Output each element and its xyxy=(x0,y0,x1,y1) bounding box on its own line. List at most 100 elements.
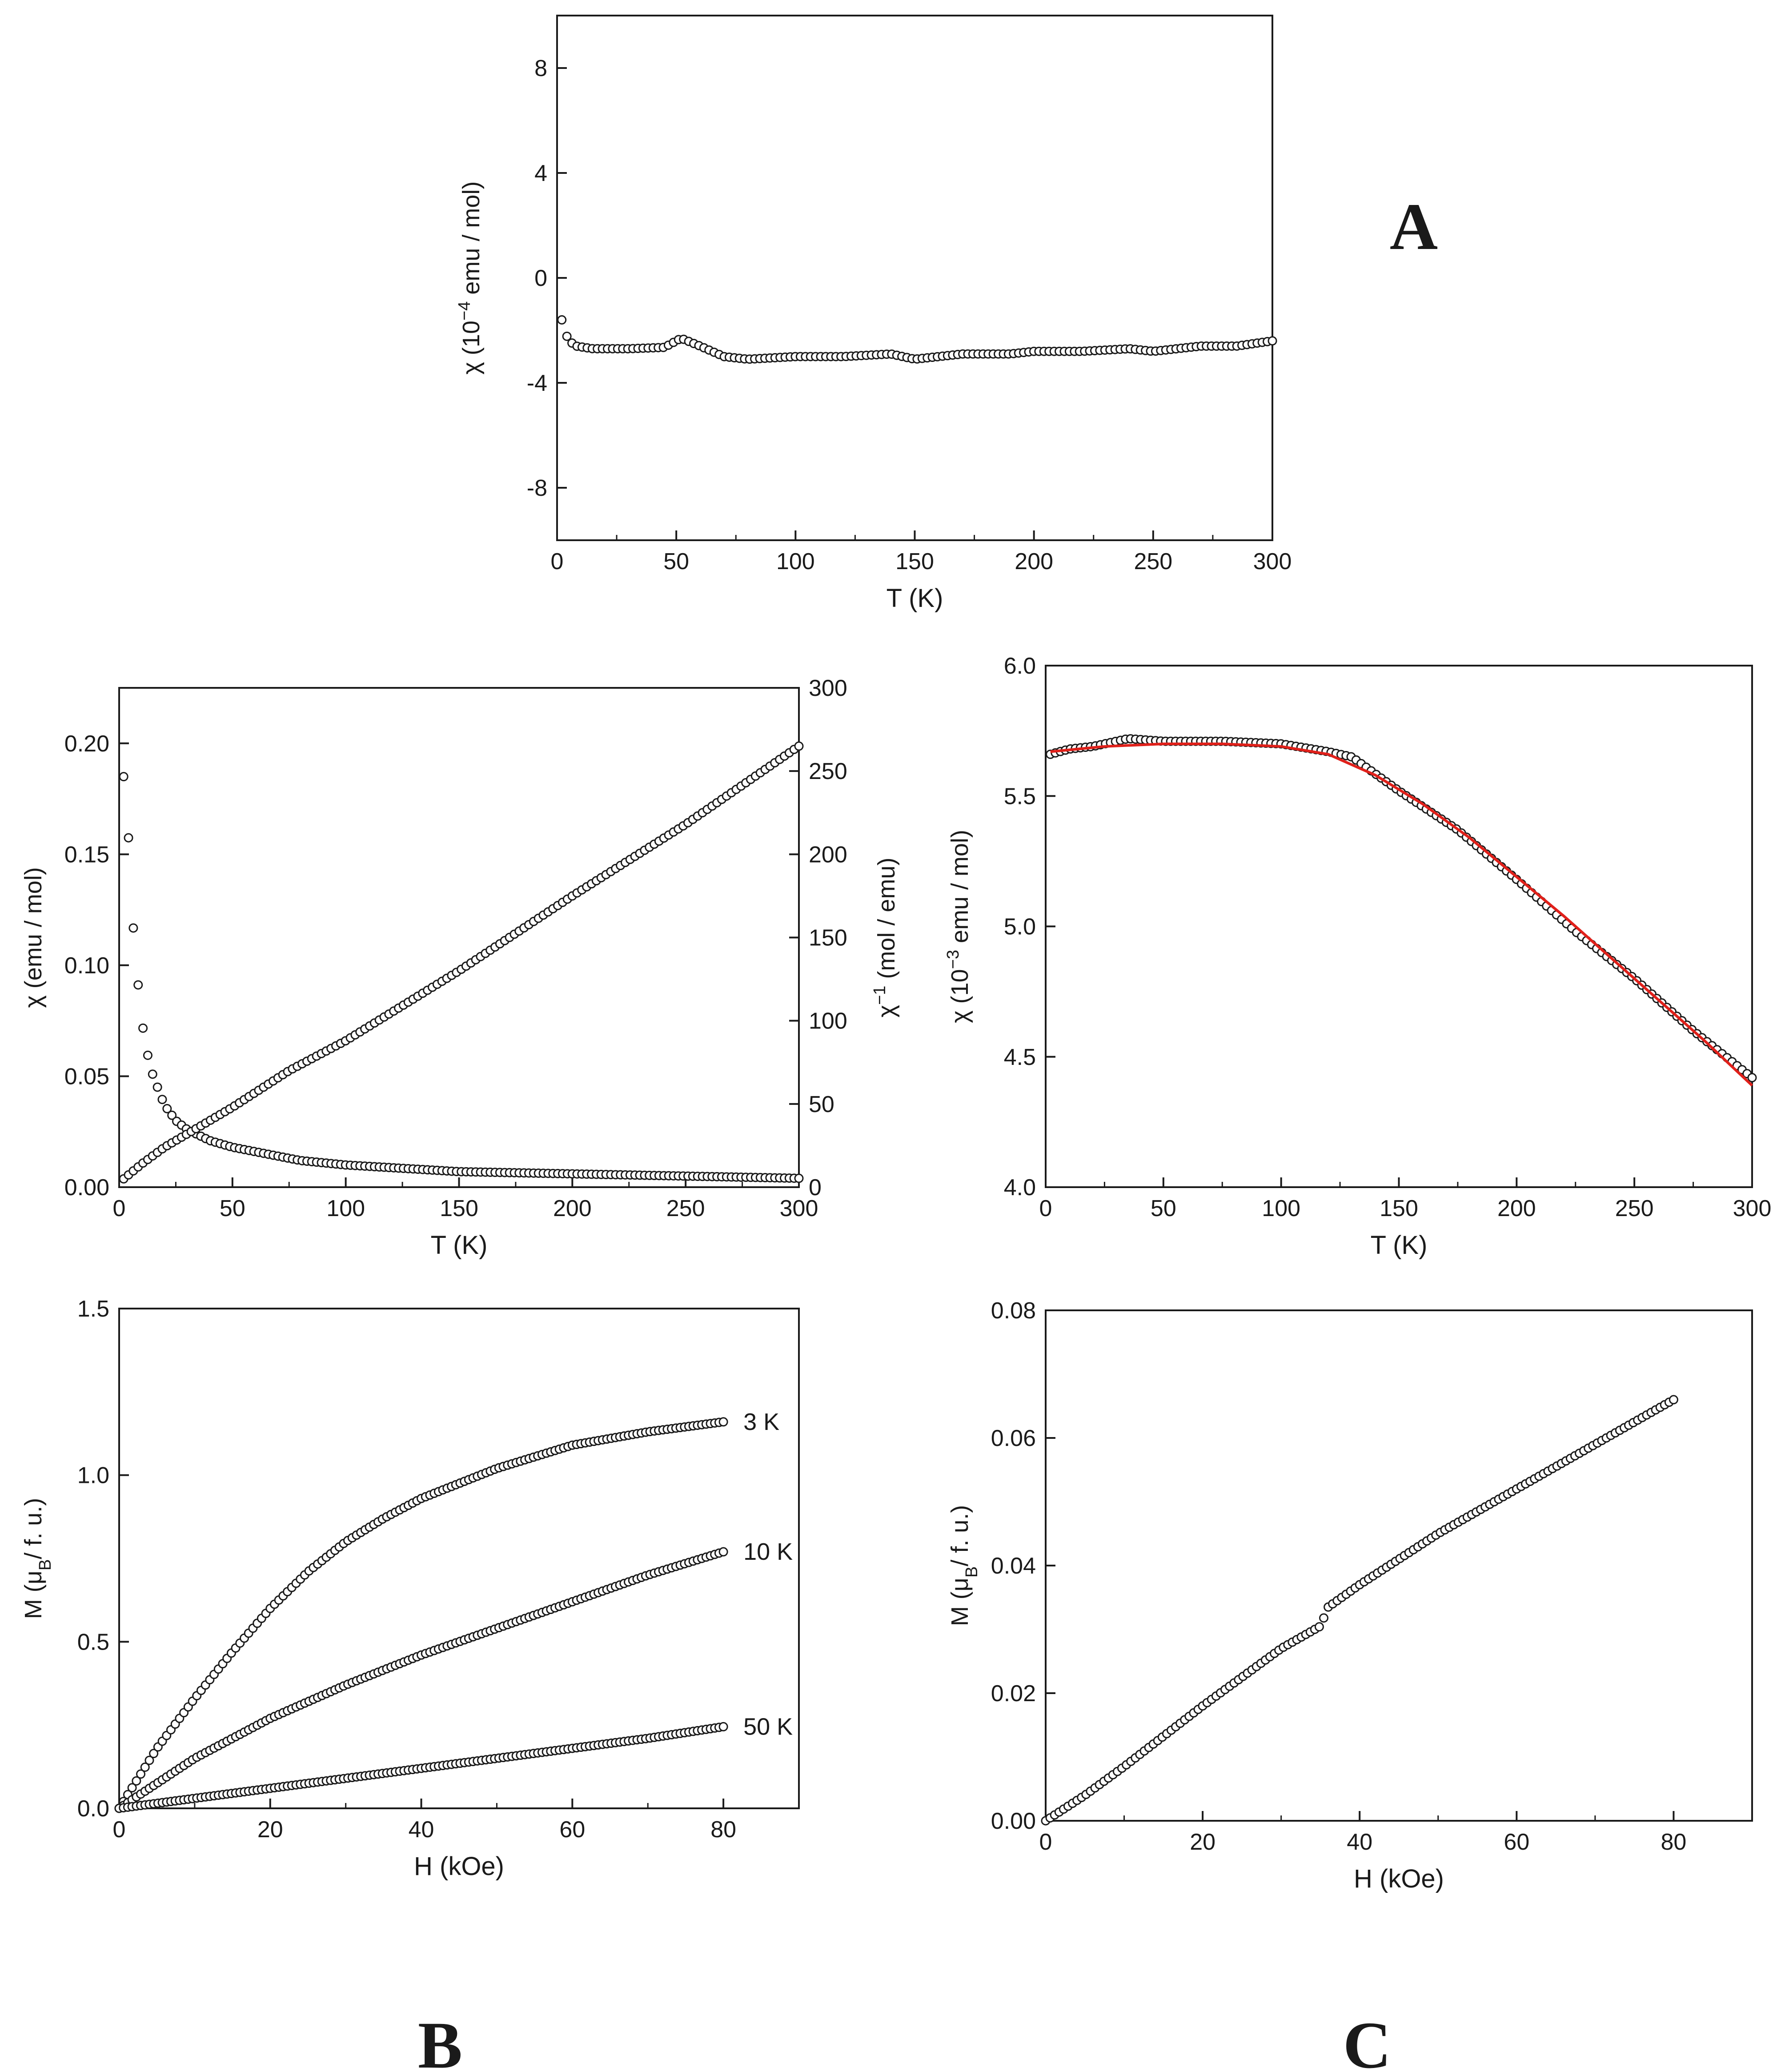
y-right-tick-label: 200 xyxy=(809,842,847,867)
x-tick-label: 40 xyxy=(409,1817,434,1843)
data-point xyxy=(1319,1613,1329,1623)
data-point xyxy=(149,1749,159,1759)
data-point xyxy=(1268,336,1277,346)
data-point xyxy=(138,1023,148,1033)
data-point xyxy=(794,1173,804,1183)
data-point xyxy=(157,1095,167,1104)
series-50-k: 50 K xyxy=(114,1713,793,1813)
y-tick-label: 0 xyxy=(534,265,547,291)
series-m xyxy=(1041,1395,1678,1826)
panel-label-b: B xyxy=(418,2008,462,2072)
x-axis-label: H (kOe) xyxy=(1354,1864,1444,1893)
data-point xyxy=(127,1783,137,1793)
y-right-tick-label: 50 xyxy=(809,1092,834,1117)
plot-frame xyxy=(118,1308,800,1809)
y-tick-label: 4.0 xyxy=(1004,1175,1036,1201)
x-tick-label: 0 xyxy=(551,549,564,574)
x-tick-label: 0 xyxy=(113,1817,126,1843)
y-tick-label: 8 xyxy=(534,56,547,81)
data-point xyxy=(140,1763,150,1772)
data-point xyxy=(136,1769,146,1779)
y-right-axis-label: χ−1 (mol / emu) xyxy=(870,858,900,1018)
x-tick-label: 0 xyxy=(1039,1829,1052,1855)
y-tick-label: 1.5 xyxy=(77,1296,109,1322)
data-point xyxy=(119,772,128,782)
x-axis-label: T (K) xyxy=(886,584,943,613)
x-tick-label: 40 xyxy=(1347,1829,1372,1855)
data-point xyxy=(562,331,572,341)
y-tick-label: 0.08 xyxy=(991,1298,1036,1324)
y-tick-label: -8 xyxy=(527,475,547,501)
y-tick-label: 0.04 xyxy=(991,1553,1036,1579)
chart-b-bottom: 0 20 40 60 80 H (kOe) 0.0 0.5 1.0 1.5 M (μB/ f. u.… xyxy=(20,1296,800,1881)
y-right-tick-label: 300 xyxy=(809,675,847,701)
data-point xyxy=(794,741,804,751)
x-axis-label: T (K) xyxy=(431,1231,488,1260)
x-tick-label: 100 xyxy=(776,549,815,574)
x-tick-label: 300 xyxy=(780,1196,818,1221)
data-point xyxy=(124,833,133,843)
y-tick-label: 0.10 xyxy=(64,953,109,979)
x-tick-label: 20 xyxy=(1190,1829,1215,1855)
y-axis-label: χ (10−4 emu / mol) xyxy=(455,181,485,375)
data-point xyxy=(152,1082,162,1092)
series-chi xyxy=(557,315,1277,364)
y-tick-label: 4.5 xyxy=(1004,1044,1036,1070)
series-label: 3 K xyxy=(743,1409,779,1435)
y-tick-label: 5.0 xyxy=(1004,914,1036,940)
series-10-k: 10 K xyxy=(114,1538,793,1813)
y-tick-label: 0.0 xyxy=(77,1796,109,1822)
y-tick-label: 6.0 xyxy=(1004,653,1036,679)
y-axis-label: χ (emu / mol) xyxy=(20,867,47,1008)
y-tick-label: 0.00 xyxy=(991,1808,1036,1834)
y-tick-label: 0.06 xyxy=(991,1426,1036,1451)
y-axis-label: χ (10−3 emu / mol) xyxy=(944,830,973,1023)
y-tick-label: 0.00 xyxy=(64,1175,109,1201)
data-point xyxy=(1669,1395,1678,1405)
x-tick-label: 50 xyxy=(1151,1196,1176,1221)
y-axis-label: M (μB/ f. u.) xyxy=(20,1498,55,1619)
x-tick-label: 250 xyxy=(1615,1196,1654,1221)
series-fit xyxy=(1050,742,1753,1087)
x-tick-label: 200 xyxy=(553,1196,592,1221)
x-tick-label: 300 xyxy=(1253,549,1292,574)
y-right-tick-label: 100 xyxy=(809,1008,847,1034)
data-point xyxy=(162,1104,172,1113)
x-tick-label: 250 xyxy=(666,1196,705,1221)
data-point xyxy=(557,315,567,325)
x-tick-label: 200 xyxy=(1015,549,1053,574)
fit-line xyxy=(1050,742,1753,1087)
panel-label-c: C xyxy=(1343,2008,1391,2072)
x-tick-label: 50 xyxy=(220,1196,245,1221)
y-tick-label: 0.20 xyxy=(64,731,109,757)
plot-frame xyxy=(556,15,1273,541)
x-tick-label: 60 xyxy=(1504,1829,1529,1855)
data-point xyxy=(148,1069,157,1079)
x-tick-label: 150 xyxy=(1380,1196,1418,1221)
series-chi xyxy=(119,772,804,1183)
series-label: 50 K xyxy=(743,1713,793,1740)
x-axis-label: H (kOe) xyxy=(414,1852,504,1881)
series-3-k: 3 K xyxy=(114,1409,779,1813)
data-point xyxy=(144,1755,154,1765)
y-tick-label: 5.5 xyxy=(1004,783,1036,809)
y-right-tick-label: 150 xyxy=(809,925,847,951)
x-tick-label: 80 xyxy=(1661,1829,1687,1855)
x-tick-label: 150 xyxy=(895,549,934,574)
x-tick-label: 150 xyxy=(440,1196,478,1221)
data-point xyxy=(132,1776,141,1786)
data-point xyxy=(128,923,138,933)
data-point xyxy=(143,1050,152,1060)
y-tick-label: 4 xyxy=(534,161,547,186)
y-tick-label: 0.05 xyxy=(64,1064,109,1089)
y-tick-label: 0.02 xyxy=(991,1681,1036,1707)
data-point xyxy=(1747,1073,1757,1083)
chart-c-top: 0 50 100 150 200 250 300 T (K) 4.0 4.5 5.0 5.5 6.0 χ … xyxy=(944,653,1771,1260)
series-chi xyxy=(1046,734,1757,1083)
series-label: 10 K xyxy=(743,1538,793,1565)
x-tick-label: 60 xyxy=(559,1817,585,1843)
chart-b-top: 0 50 100 150 200 250 300 T (K) 0.00 0.05 0.10 0.15 0… xyxy=(20,675,900,1260)
y-right-tick-label: 0 xyxy=(809,1175,822,1201)
x-tick-label: 250 xyxy=(1134,549,1172,574)
